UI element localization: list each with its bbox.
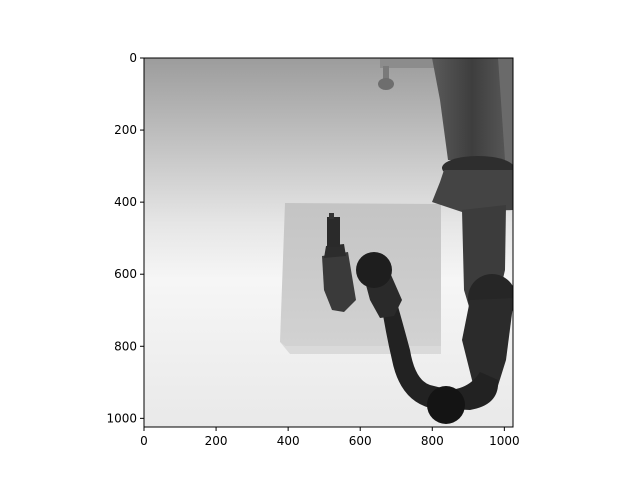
x-tick-label: 800 bbox=[421, 434, 444, 448]
y-tick-label: 200 bbox=[114, 123, 137, 137]
forearm-loop bbox=[380, 296, 499, 410]
x-axis-ticks: 0 200 400 600 800 1000 bbox=[140, 427, 520, 448]
y-tick-label: 600 bbox=[114, 267, 137, 281]
x-tick-label: 1000 bbox=[489, 434, 520, 448]
gripper-neck bbox=[324, 244, 346, 258]
y-tick-label: 400 bbox=[114, 195, 137, 209]
gripper-finger bbox=[327, 217, 340, 247]
mount-stem bbox=[383, 66, 389, 80]
y-axis-ticks: 0 200 400 600 800 1000 bbox=[106, 51, 144, 425]
plot-frame bbox=[143, 57, 514, 428]
shoulder-body bbox=[432, 170, 513, 212]
y-tick-label: 800 bbox=[114, 339, 137, 353]
x-tick-label: 200 bbox=[205, 434, 228, 448]
mount-bracket bbox=[380, 58, 440, 68]
gripper-tip bbox=[329, 213, 334, 219]
x-tick-label: 600 bbox=[349, 434, 372, 448]
y-tick-label: 1000 bbox=[106, 411, 137, 425]
y-tick-label: 0 bbox=[129, 51, 137, 65]
gripper-body bbox=[322, 252, 356, 312]
wrist-joint bbox=[427, 386, 465, 424]
x-tick-label: 400 bbox=[277, 434, 300, 448]
depth-image bbox=[144, 58, 513, 427]
upper-arm bbox=[432, 58, 512, 160]
mount-knob bbox=[378, 78, 394, 90]
upper-arm-right bbox=[498, 58, 513, 170]
forearm-right bbox=[462, 298, 513, 396]
wrist-top-joint bbox=[356, 252, 392, 288]
x-tick-label: 0 bbox=[140, 434, 148, 448]
